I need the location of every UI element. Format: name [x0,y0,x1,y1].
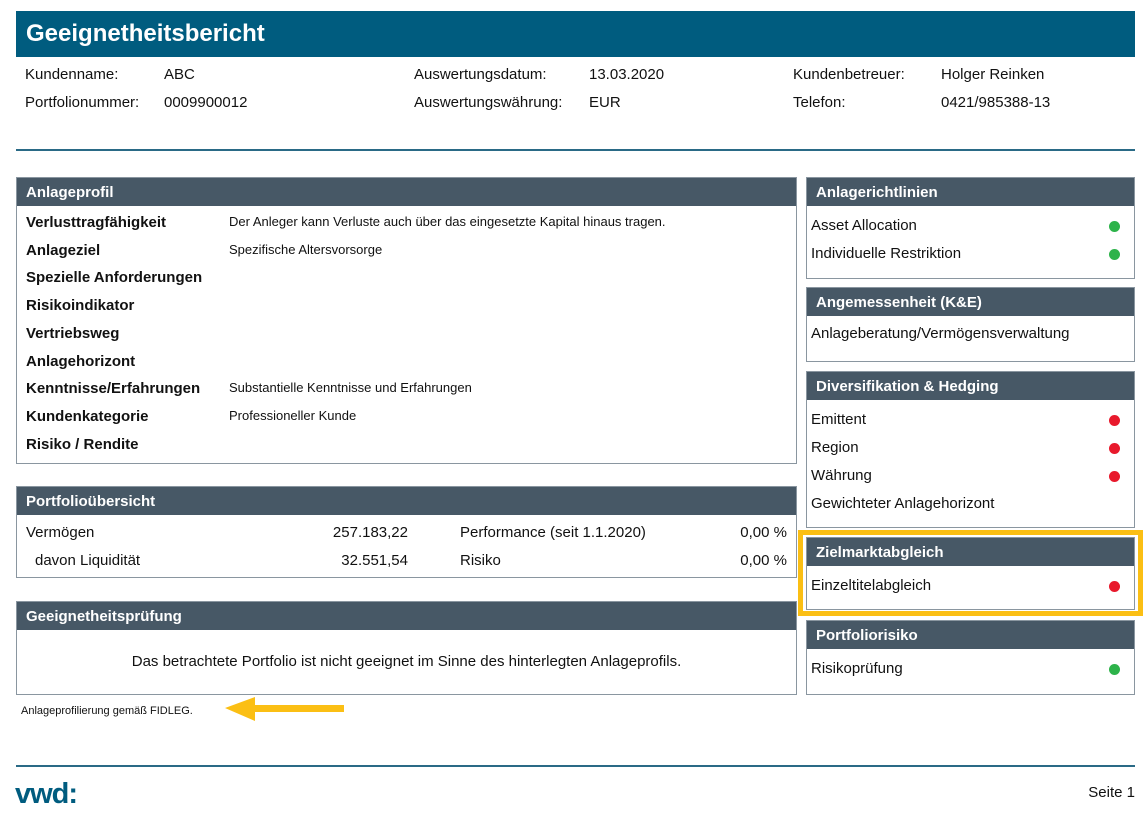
info-label: Auswertungswährung: [414,94,563,111]
section-header: Anlageprofil [17,178,796,206]
highlight-box [798,530,1143,616]
profile-label: Risikoindikator [26,297,135,315]
arrow-icon [225,697,344,721]
divider [16,149,1135,151]
check-panel: Anlagerichtlinien Asset Allocation Individ… [806,177,1135,279]
row-label: davon Liquidität [35,552,141,569]
result-text: Das betrachtete Portfolio ist nicht geei… [131,653,682,670]
row-value: 257.183,22 [332,524,408,541]
info-label: Kundenbetreuer: [793,66,905,83]
info-value: 0009900012 [164,94,248,111]
section-header: Anlagerichtlinien [807,178,1134,206]
section-header: Portfolioübersicht [17,487,796,515]
info-value: EUR [589,94,621,111]
profile-value: Der Anleger kann Verluste auch über das … [229,214,666,229]
section-header: Portfoliorisiko [807,621,1134,649]
profile-label: Spezielle Anforderungen [26,269,203,287]
check-label: Gewichteter Anlagehorizont [811,495,995,512]
anlageprofil-panel: Anlageprofil Verlusttragfähigkeit Der Anl… [16,177,797,464]
divider [16,765,1135,767]
section-header: Geeignetheitsprüfung [17,602,796,630]
profile-value: Spezifische Altersvorsorge [229,241,383,257]
status-red-icon [1109,415,1120,426]
info-value: 0421/985388-13 [941,94,1051,111]
check-label: Individuelle Restriktion [811,245,962,262]
profile-label: Vertriebsweg [26,324,120,342]
check-label: Region [811,439,859,456]
info-label: Telefon: [793,94,846,111]
check-panel: Diversifikation & Hedging Emittent Region W… [806,371,1135,528]
pruefung-panel: Geeignetheitsprüfung Das betrachtete Por… [16,601,797,695]
check-label: Anlageberatung/Vermögensverwaltung [811,325,1070,342]
status-green-icon [1109,249,1120,260]
profile-label: Anlagehorizont [26,352,136,370]
status-green-icon [1109,664,1120,675]
status-green-icon [1109,221,1120,232]
profile-value: Substantielle Kenntnisse und Erfahrungen [229,380,472,396]
check-label: Einzeltitelabgleich [811,577,932,594]
vwd-logo: vwd: [15,778,78,810]
info-value: ABC [164,66,195,83]
status-red-icon [1109,443,1120,454]
status-red-icon [1109,581,1120,592]
row-value: 32.551,54 [341,552,408,569]
footnote: Anlageprofilierung gemäß FIDLEG. [21,705,193,717]
section-header: Zielmarktabgleich [807,538,1134,566]
info-label: Kundenname: [25,66,119,83]
profile-label: Anlageziel [26,241,101,259]
section-header: Diversifikation & Hedging [807,372,1134,400]
profile-label: Risiko / Rendite [26,435,139,453]
check-label: Emittent [811,411,867,428]
row-label: Risiko [460,552,501,569]
check-panel: Zielmarktabgleich Einzeltitelabgleich [806,537,1135,610]
row-label: Performance (seit 1.1.2020) [460,524,646,541]
page-number: Seite 1 [1088,784,1135,801]
status-red-icon [1109,471,1120,482]
info-value: Holger Reinken [941,66,1045,83]
info-label: Portfolionummer: [25,94,140,111]
report-title: Geeignetheitsbericht [16,11,1135,57]
portfolio-panel: Portfolioübersicht Vermögen 257.183,22 P… [16,486,797,578]
row-value: 0,00 % [740,552,787,569]
check-panel: Angemessenheit (K&E) Anlageberatung/Vermö… [806,287,1135,362]
info-value: 13.03.2020 [589,66,665,83]
row-label: Vermögen [26,524,95,541]
info-label: Auswertungsdatum: [414,66,547,83]
check-label: Asset Allocation [811,217,917,234]
profile-label: Kundenkategorie [26,407,149,425]
check-label: Risikoprüfung [811,660,903,677]
profile-label: Kenntnisse/Erfahrungen [26,380,201,398]
profile-value: Professioneller Kunde [229,407,357,423]
check-panel: Portfoliorisiko Risikoprüfung [806,620,1135,695]
row-value: 0,00 % [740,524,787,541]
profile-label: Verlusttragfähigkeit [26,214,167,231]
section-header: Angemessenheit (K&E) [807,288,1134,316]
check-label: Währung [811,467,872,484]
